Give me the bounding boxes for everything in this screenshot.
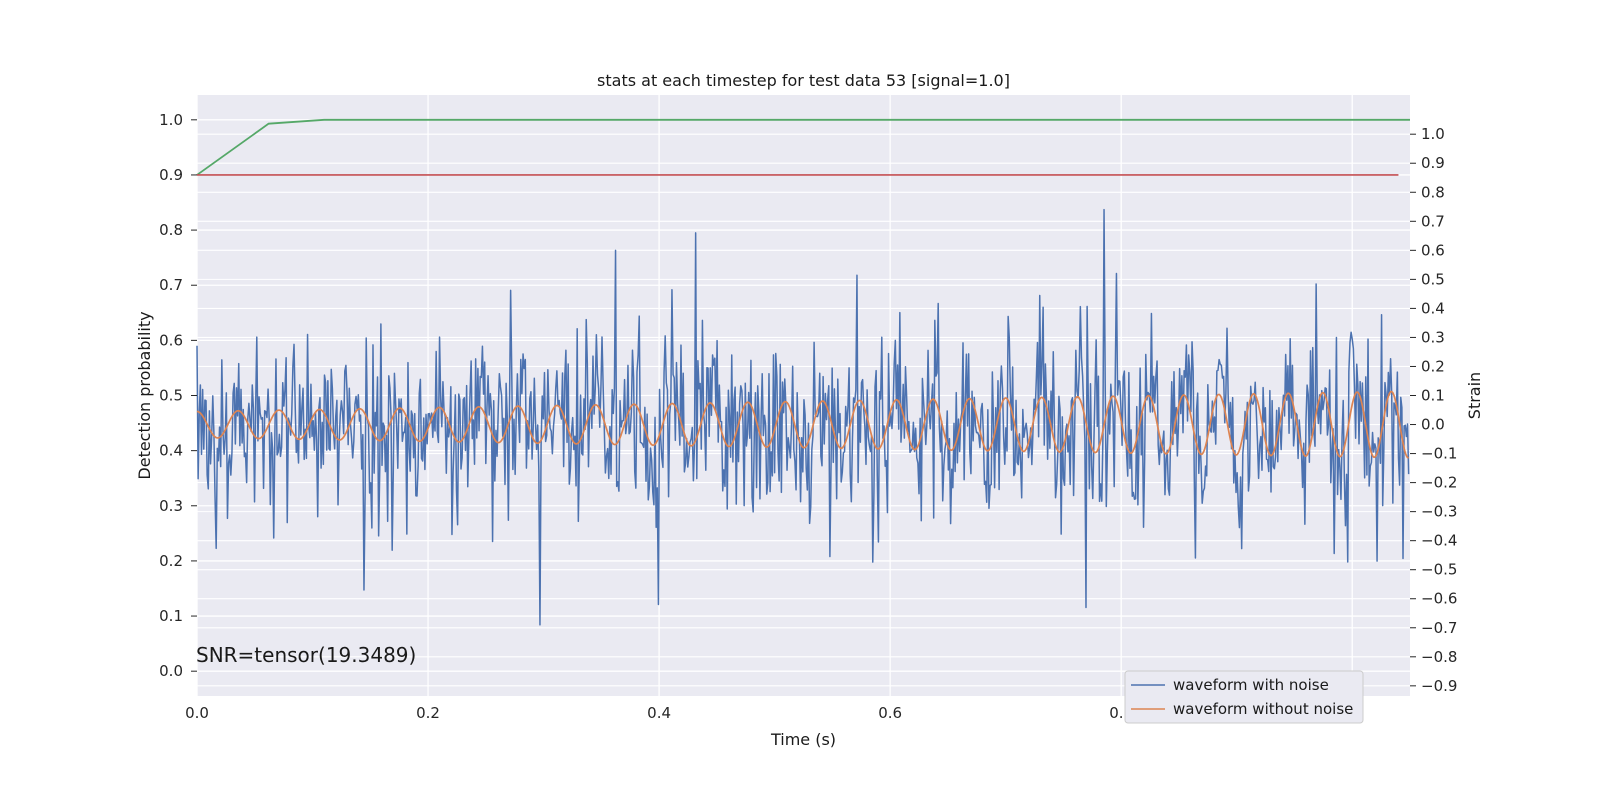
right-axis-title: Strain (1465, 372, 1484, 419)
left-y-tick-label: 0.0 (159, 662, 183, 680)
left-y-tick-label: 0.7 (159, 276, 183, 294)
series-waveform-without-noise (196, 390, 1409, 459)
x-tick-label: 0.4 (647, 704, 671, 722)
left-y-tick-label: 0.6 (159, 331, 183, 349)
left-y-tick-label: 1.0 (159, 111, 183, 129)
left-y-tick-label: 0.5 (159, 387, 183, 405)
left-y-tick-label: 0.4 (159, 442, 183, 460)
right-axis: −0.9 −0.8 −0.7 −0.6 −0.5 −0.4 −0.3 −0.2 −0.1 0.0 0… (1410, 125, 1457, 695)
right-y-tick-label: −0.6 (1421, 590, 1457, 608)
right-y-tick-label: 0.4 (1421, 299, 1445, 317)
right-y-tick-label: 0.9 (1421, 154, 1445, 172)
right-y-tick-label: 1.0 (1421, 125, 1445, 143)
right-y-tick-label: −0.4 (1421, 532, 1457, 550)
right-y-tick-label: −0.3 (1421, 503, 1457, 521)
left-y-tick-label: 0.3 (159, 497, 183, 515)
right-y-tick-label: −0.1 (1421, 445, 1457, 463)
right-y-tick-label: −0.9 (1421, 677, 1457, 695)
chart-title: stats at each timestep for test data 53 … (597, 71, 1010, 90)
right-y-tick-label: 0.2 (1421, 357, 1445, 375)
x-tick-label: 0.2 (416, 704, 440, 722)
right-y-tick-label: 0.6 (1421, 241, 1445, 259)
right-y-tick-label: 0.0 (1421, 416, 1445, 434)
series-lines (196, 118, 1410, 626)
right-y-tick-label: −0.7 (1421, 619, 1457, 637)
right-y-tick-label: −0.5 (1421, 561, 1457, 579)
left-axis-title: Detection probability (135, 311, 154, 479)
left-y-tick-label: 0.8 (159, 221, 183, 239)
left-y-tick-label: 0.9 (159, 166, 183, 184)
legend-label-clean: waveform without noise (1173, 700, 1353, 718)
left-y-tick-label: 0.1 (159, 607, 183, 625)
right-y-tick-label: 0.7 (1421, 212, 1445, 230)
legend-box (1124, 670, 1364, 724)
series-waveform-with-noise (196, 208, 1410, 626)
left-axis: 0.0 0.1 0.2 0.3 0.4 0.5 0.6 0.7 0.8 0.9 1.0 (159, 111, 197, 680)
right-y-tick-label: −0.2 (1421, 474, 1457, 492)
right-y-tick-label: −0.8 (1421, 648, 1457, 666)
legend-label-noisy: waveform with noise (1173, 676, 1329, 694)
x-tick-label: 0.0 (185, 704, 209, 722)
series-detection-probability (196, 118, 1410, 176)
x-tick-label: 0.6 (878, 704, 902, 722)
right-y-tick-label: 0.5 (1421, 270, 1445, 288)
right-y-tick-label: 0.8 (1421, 183, 1445, 201)
legend: waveform with noise waveform without noi… (1124, 670, 1364, 724)
x-axis-title: Time (s) (770, 730, 836, 749)
snr-annotation: SNR=tensor(19.3489) (196, 643, 416, 667)
left-y-tick-label: 0.2 (159, 552, 183, 570)
right-y-tick-label: 0.3 (1421, 328, 1445, 346)
right-y-tick-label: 0.1 (1421, 387, 1445, 405)
